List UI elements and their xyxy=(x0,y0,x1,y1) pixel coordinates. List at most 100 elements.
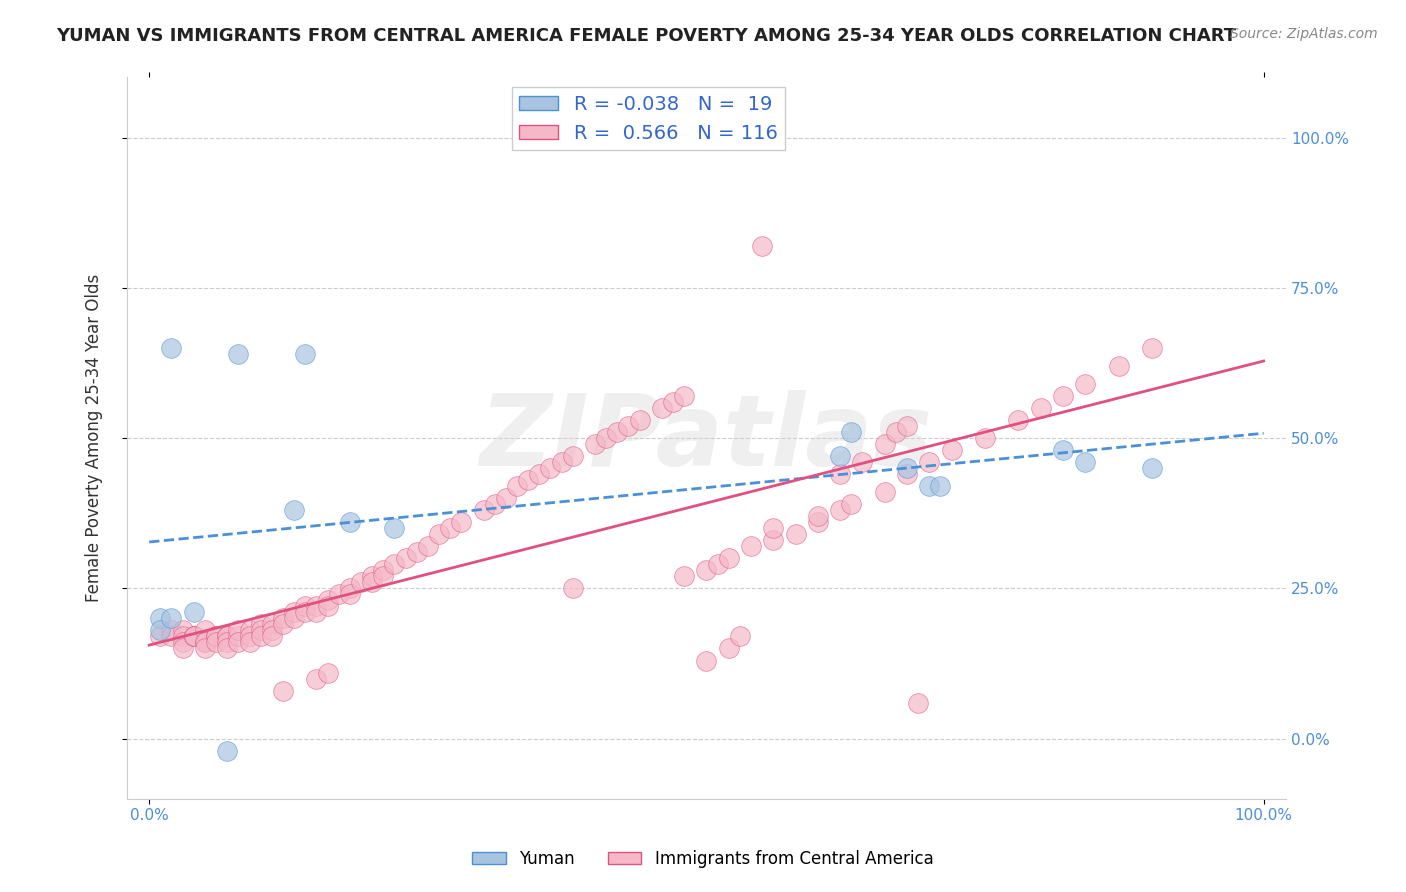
Point xyxy=(339,515,361,529)
Point xyxy=(271,683,294,698)
Point xyxy=(673,569,696,583)
Point xyxy=(260,617,283,632)
Point xyxy=(160,611,183,625)
Point xyxy=(238,635,260,649)
Point xyxy=(740,539,762,553)
Point xyxy=(1142,461,1164,475)
Y-axis label: Female Poverty Among 25-34 Year Olds: Female Poverty Among 25-34 Year Olds xyxy=(86,274,103,602)
Point xyxy=(405,545,427,559)
Point xyxy=(260,630,283,644)
Point xyxy=(339,587,361,601)
Point xyxy=(283,503,305,517)
Point xyxy=(328,587,350,601)
Point xyxy=(439,521,461,535)
Point xyxy=(1074,455,1097,469)
Point xyxy=(172,630,194,644)
Point xyxy=(183,630,205,644)
Point xyxy=(305,599,328,614)
Text: YUMAN VS IMMIGRANTS FROM CENTRAL AMERICA FEMALE POVERTY AMONG 25-34 YEAR OLDS CO: YUMAN VS IMMIGRANTS FROM CENTRAL AMERICA… xyxy=(56,27,1236,45)
Point xyxy=(416,539,439,553)
Point xyxy=(830,503,852,517)
Point xyxy=(1142,341,1164,355)
Point xyxy=(538,461,561,475)
Legend: Yuman, Immigrants from Central America: Yuman, Immigrants from Central America xyxy=(465,844,941,875)
Point xyxy=(271,611,294,625)
Point xyxy=(1029,401,1052,415)
Point xyxy=(316,665,339,680)
Point xyxy=(205,630,228,644)
Point xyxy=(1007,413,1029,427)
Point xyxy=(974,431,997,445)
Point xyxy=(830,467,852,482)
Point xyxy=(941,443,963,458)
Point xyxy=(283,606,305,620)
Point xyxy=(294,599,316,614)
Point xyxy=(427,527,450,541)
Point xyxy=(305,606,328,620)
Point xyxy=(929,479,952,493)
Point xyxy=(228,635,250,649)
Point xyxy=(194,635,217,649)
Point xyxy=(695,563,717,577)
Point xyxy=(183,630,205,644)
Point xyxy=(160,341,183,355)
Point xyxy=(149,624,172,638)
Point xyxy=(217,630,239,644)
Point xyxy=(205,630,228,644)
Point xyxy=(316,593,339,607)
Point xyxy=(472,503,495,517)
Point xyxy=(217,744,239,758)
Point xyxy=(517,473,540,487)
Point xyxy=(583,437,606,451)
Point xyxy=(361,569,384,583)
Point xyxy=(283,611,305,625)
Point xyxy=(495,491,517,506)
Point xyxy=(662,395,685,409)
Point xyxy=(673,389,696,403)
Point xyxy=(873,485,896,500)
Point xyxy=(149,630,172,644)
Point xyxy=(172,641,194,656)
Point xyxy=(717,641,740,656)
Point xyxy=(896,419,918,434)
Text: Source: ZipAtlas.com: Source: ZipAtlas.com xyxy=(1230,27,1378,41)
Point xyxy=(762,521,785,535)
Point xyxy=(172,624,194,638)
Point xyxy=(529,467,551,482)
Point xyxy=(695,653,717,667)
Point xyxy=(884,425,907,439)
Point xyxy=(762,533,785,548)
Point xyxy=(896,467,918,482)
Point xyxy=(249,630,271,644)
Point xyxy=(918,479,941,493)
Point xyxy=(450,515,472,529)
Point xyxy=(373,563,395,577)
Point xyxy=(238,630,260,644)
Point xyxy=(294,606,316,620)
Point xyxy=(907,696,929,710)
Point xyxy=(807,509,830,524)
Point xyxy=(305,672,328,686)
Point xyxy=(183,630,205,644)
Point xyxy=(350,575,373,590)
Point xyxy=(238,624,260,638)
Point xyxy=(550,455,572,469)
Point xyxy=(183,606,205,620)
Point xyxy=(873,437,896,451)
Point xyxy=(606,425,628,439)
Point xyxy=(294,347,316,361)
Point xyxy=(617,419,640,434)
Point xyxy=(506,479,529,493)
Point xyxy=(830,449,852,463)
Point xyxy=(249,624,271,638)
Legend: R = -0.038   N =  19, R =  0.566   N = 116: R = -0.038 N = 19, R = 0.566 N = 116 xyxy=(512,87,786,151)
Point xyxy=(651,401,673,415)
Point xyxy=(217,635,239,649)
Point xyxy=(561,582,583,596)
Point xyxy=(595,431,617,445)
Point xyxy=(484,497,506,511)
Point xyxy=(785,527,807,541)
Point xyxy=(373,569,395,583)
Point xyxy=(1108,359,1130,373)
Point xyxy=(228,624,250,638)
